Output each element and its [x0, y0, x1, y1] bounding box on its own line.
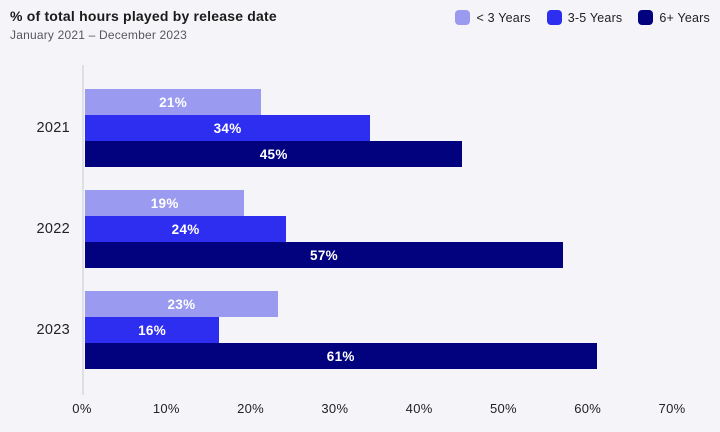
bar-value-label: 57% — [310, 247, 338, 263]
bar-2021-3-5-years: 34% — [85, 115, 371, 141]
x-tick-30pct: 30% — [321, 401, 349, 416]
x-axis: 0% 10% 20% 30% 40% 50% 60% 70% — [72, 401, 685, 421]
bar-2021-<-3-years: 21% — [85, 89, 262, 115]
bar-group-2022: 19% 24% 57% — [85, 190, 672, 268]
chart-subtitle: January 2021 – December 2023 — [10, 28, 188, 42]
bar-group-2021: 21% 34% 45% — [85, 89, 672, 167]
x-tick-70pct: 70% — [658, 401, 686, 416]
x-tick-0pct: 0% — [72, 401, 92, 416]
x-tick-50pct: 50% — [489, 401, 517, 416]
legend-label: < 3 Years — [476, 10, 531, 25]
bar-2021-6+-years: 45% — [85, 141, 463, 167]
bar-value-label: 21% — [159, 94, 187, 110]
x-tick-20pct: 20% — [237, 401, 265, 416]
legend-item-3: 6+ Years — [638, 10, 710, 25]
chart-title: % of total hours played by release date — [10, 8, 277, 24]
x-tick-10pct: 10% — [152, 401, 180, 416]
legend-item-2: 3-5 Years — [546, 10, 623, 25]
legend-label: 3-5 Years — [567, 10, 623, 25]
legend-item-1: < 3 Years — [455, 10, 531, 25]
x-tick-40pct: 40% — [405, 401, 433, 416]
bar-2023-6+-years: 61% — [85, 343, 597, 369]
bar-value-label: 34% — [213, 120, 242, 136]
bar-value-label: 16% — [138, 322, 167, 338]
bar-2022-3-5-years: 24% — [85, 216, 287, 242]
bar-value-label: 24% — [171, 221, 200, 237]
bar-value-label: 45% — [259, 146, 288, 162]
bar-2022-6+-years: 57% — [85, 242, 563, 268]
legend-swatch-icon — [638, 10, 654, 25]
legend-swatch-icon — [455, 10, 471, 25]
bar-2023-3-5-years: 16% — [85, 317, 220, 343]
bar-value-label: 61% — [326, 348, 355, 364]
legend: < 3 Years 3-5 Years 6+ Years — [455, 10, 710, 25]
plot-area: 2021 21% 34% 45% 2022 19% 24% 57% 2023 23% 16% 61% — [37, 65, 672, 395]
x-tick-60pct: 60% — [574, 401, 602, 416]
bar-2022-<-3-years: 19% — [85, 190, 245, 216]
bar-value-label: 23% — [167, 296, 196, 312]
y-axis-label-2022: 2022 — [36, 221, 70, 237]
bar-value-label: 19% — [150, 195, 179, 211]
bar-group-2023: 23% 16% 61% — [85, 291, 672, 369]
y-axis-label-2021: 2021 — [36, 120, 70, 136]
bar-2023-<-3-years: 23% — [85, 291, 278, 317]
legend-label: 6+ Years — [659, 10, 710, 25]
legend-swatch-icon — [546, 10, 562, 25]
y-axis-label-2023: 2023 — [36, 322, 70, 338]
